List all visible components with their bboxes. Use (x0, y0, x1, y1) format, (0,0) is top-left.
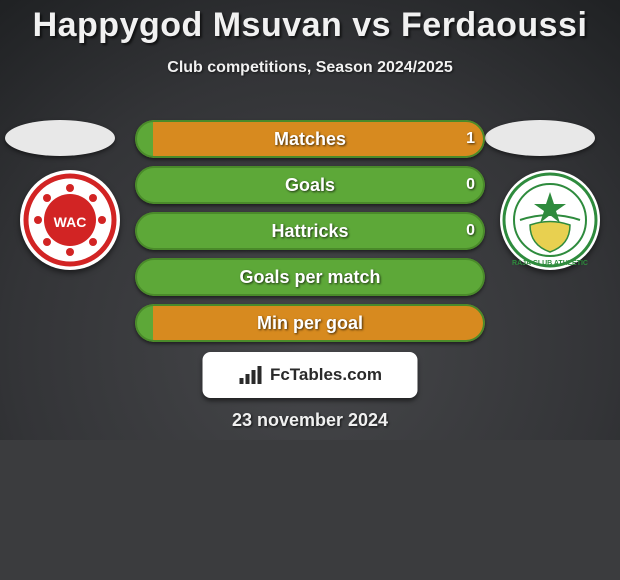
stat-label: Matches (135, 120, 485, 158)
stat-row: Min per goal (135, 304, 485, 342)
stat-value-right: 0 (466, 166, 475, 204)
stat-label: Hattricks (135, 212, 485, 250)
stat-row: Matches1 (135, 120, 485, 158)
stat-row: Goals per match (135, 258, 485, 296)
stat-value-right: 1 (466, 120, 475, 158)
stat-label: Min per goal (135, 304, 485, 342)
branding-fctables: FcTables.com (203, 352, 418, 398)
stat-row: Hattricks0 (135, 212, 485, 250)
stat-row: Goals0 (135, 166, 485, 204)
stats-area: Matches1Goals0Hattricks0Goals per matchM… (0, 120, 620, 350)
stat-label: Goals (135, 166, 485, 204)
date-label: 23 november 2024 (0, 410, 620, 431)
branding-text: FcTables.com (270, 365, 382, 385)
page-title: Happygod Msuvan vs Ferdaoussi (0, 0, 620, 45)
page-subtitle: Club competitions, Season 2024/2025 (0, 59, 620, 77)
stat-value-right: 0 (466, 212, 475, 250)
stat-label: Goals per match (135, 258, 485, 296)
